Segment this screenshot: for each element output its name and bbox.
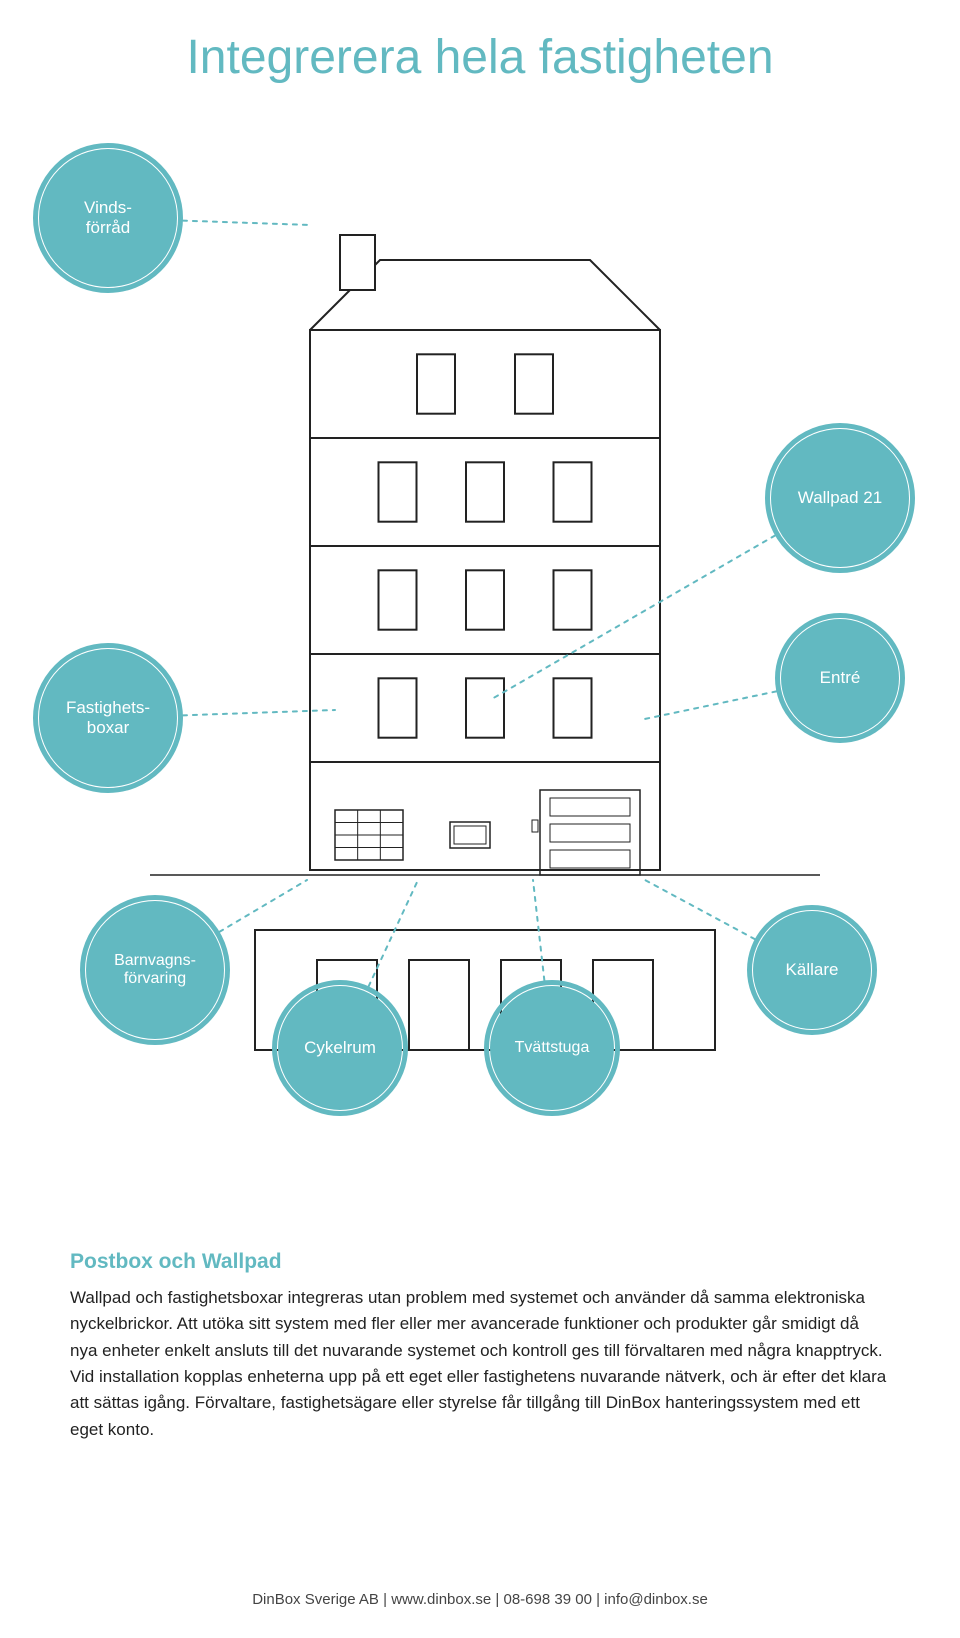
bubble-wallpad21: Wallpad 21 — [765, 423, 915, 573]
body-text: Wallpad och fastighetsboxar integreras u… — [70, 1285, 890, 1443]
footer-email: info@dinbox.se — [604, 1591, 708, 1608]
bubble-label: Wallpad 21 — [771, 429, 909, 567]
footer-phone: 08-698 39 00 — [504, 1591, 592, 1608]
bubble-label: Barnvagns- förvaring — [86, 901, 224, 1039]
bubble-label: Vinds- förråd — [39, 149, 177, 287]
page-title: Integrerera hela fastigheten — [0, 30, 960, 85]
bubble-label: Källare — [753, 911, 871, 1029]
bubble-label: Tvättstuga — [490, 986, 614, 1110]
bubble-entre: Entré — [775, 613, 905, 743]
bubble-vindsforrad: Vinds- förråd — [33, 143, 183, 293]
footer-sep: | — [383, 1591, 391, 1608]
bubble-label: Fastighets- boxar — [39, 649, 177, 787]
bubble-tvattstuga: Tvättstuga — [484, 980, 620, 1116]
footer-url: www.dinbox.se — [391, 1591, 491, 1608]
footer-sep: | — [495, 1591, 503, 1608]
footer-sep: | — [596, 1591, 604, 1608]
bubble-fastighetsboxar: Fastighets- boxar — [33, 643, 183, 793]
bubble-kallare: Källare — [747, 905, 877, 1035]
section-subtitle: Postbox och Wallpad — [70, 1250, 282, 1274]
bubble-label: Cykelrum — [278, 986, 402, 1110]
footer-company: DinBox Sverige AB — [252, 1591, 379, 1608]
footer: DinBox Sverige AB | www.dinbox.se | 08-6… — [0, 1591, 960, 1608]
bubble-cykelrum: Cykelrum — [272, 980, 408, 1116]
bubble-label: Entré — [781, 619, 899, 737]
bubble-barnvagnsforvaring: Barnvagns- förvaring — [80, 895, 230, 1045]
